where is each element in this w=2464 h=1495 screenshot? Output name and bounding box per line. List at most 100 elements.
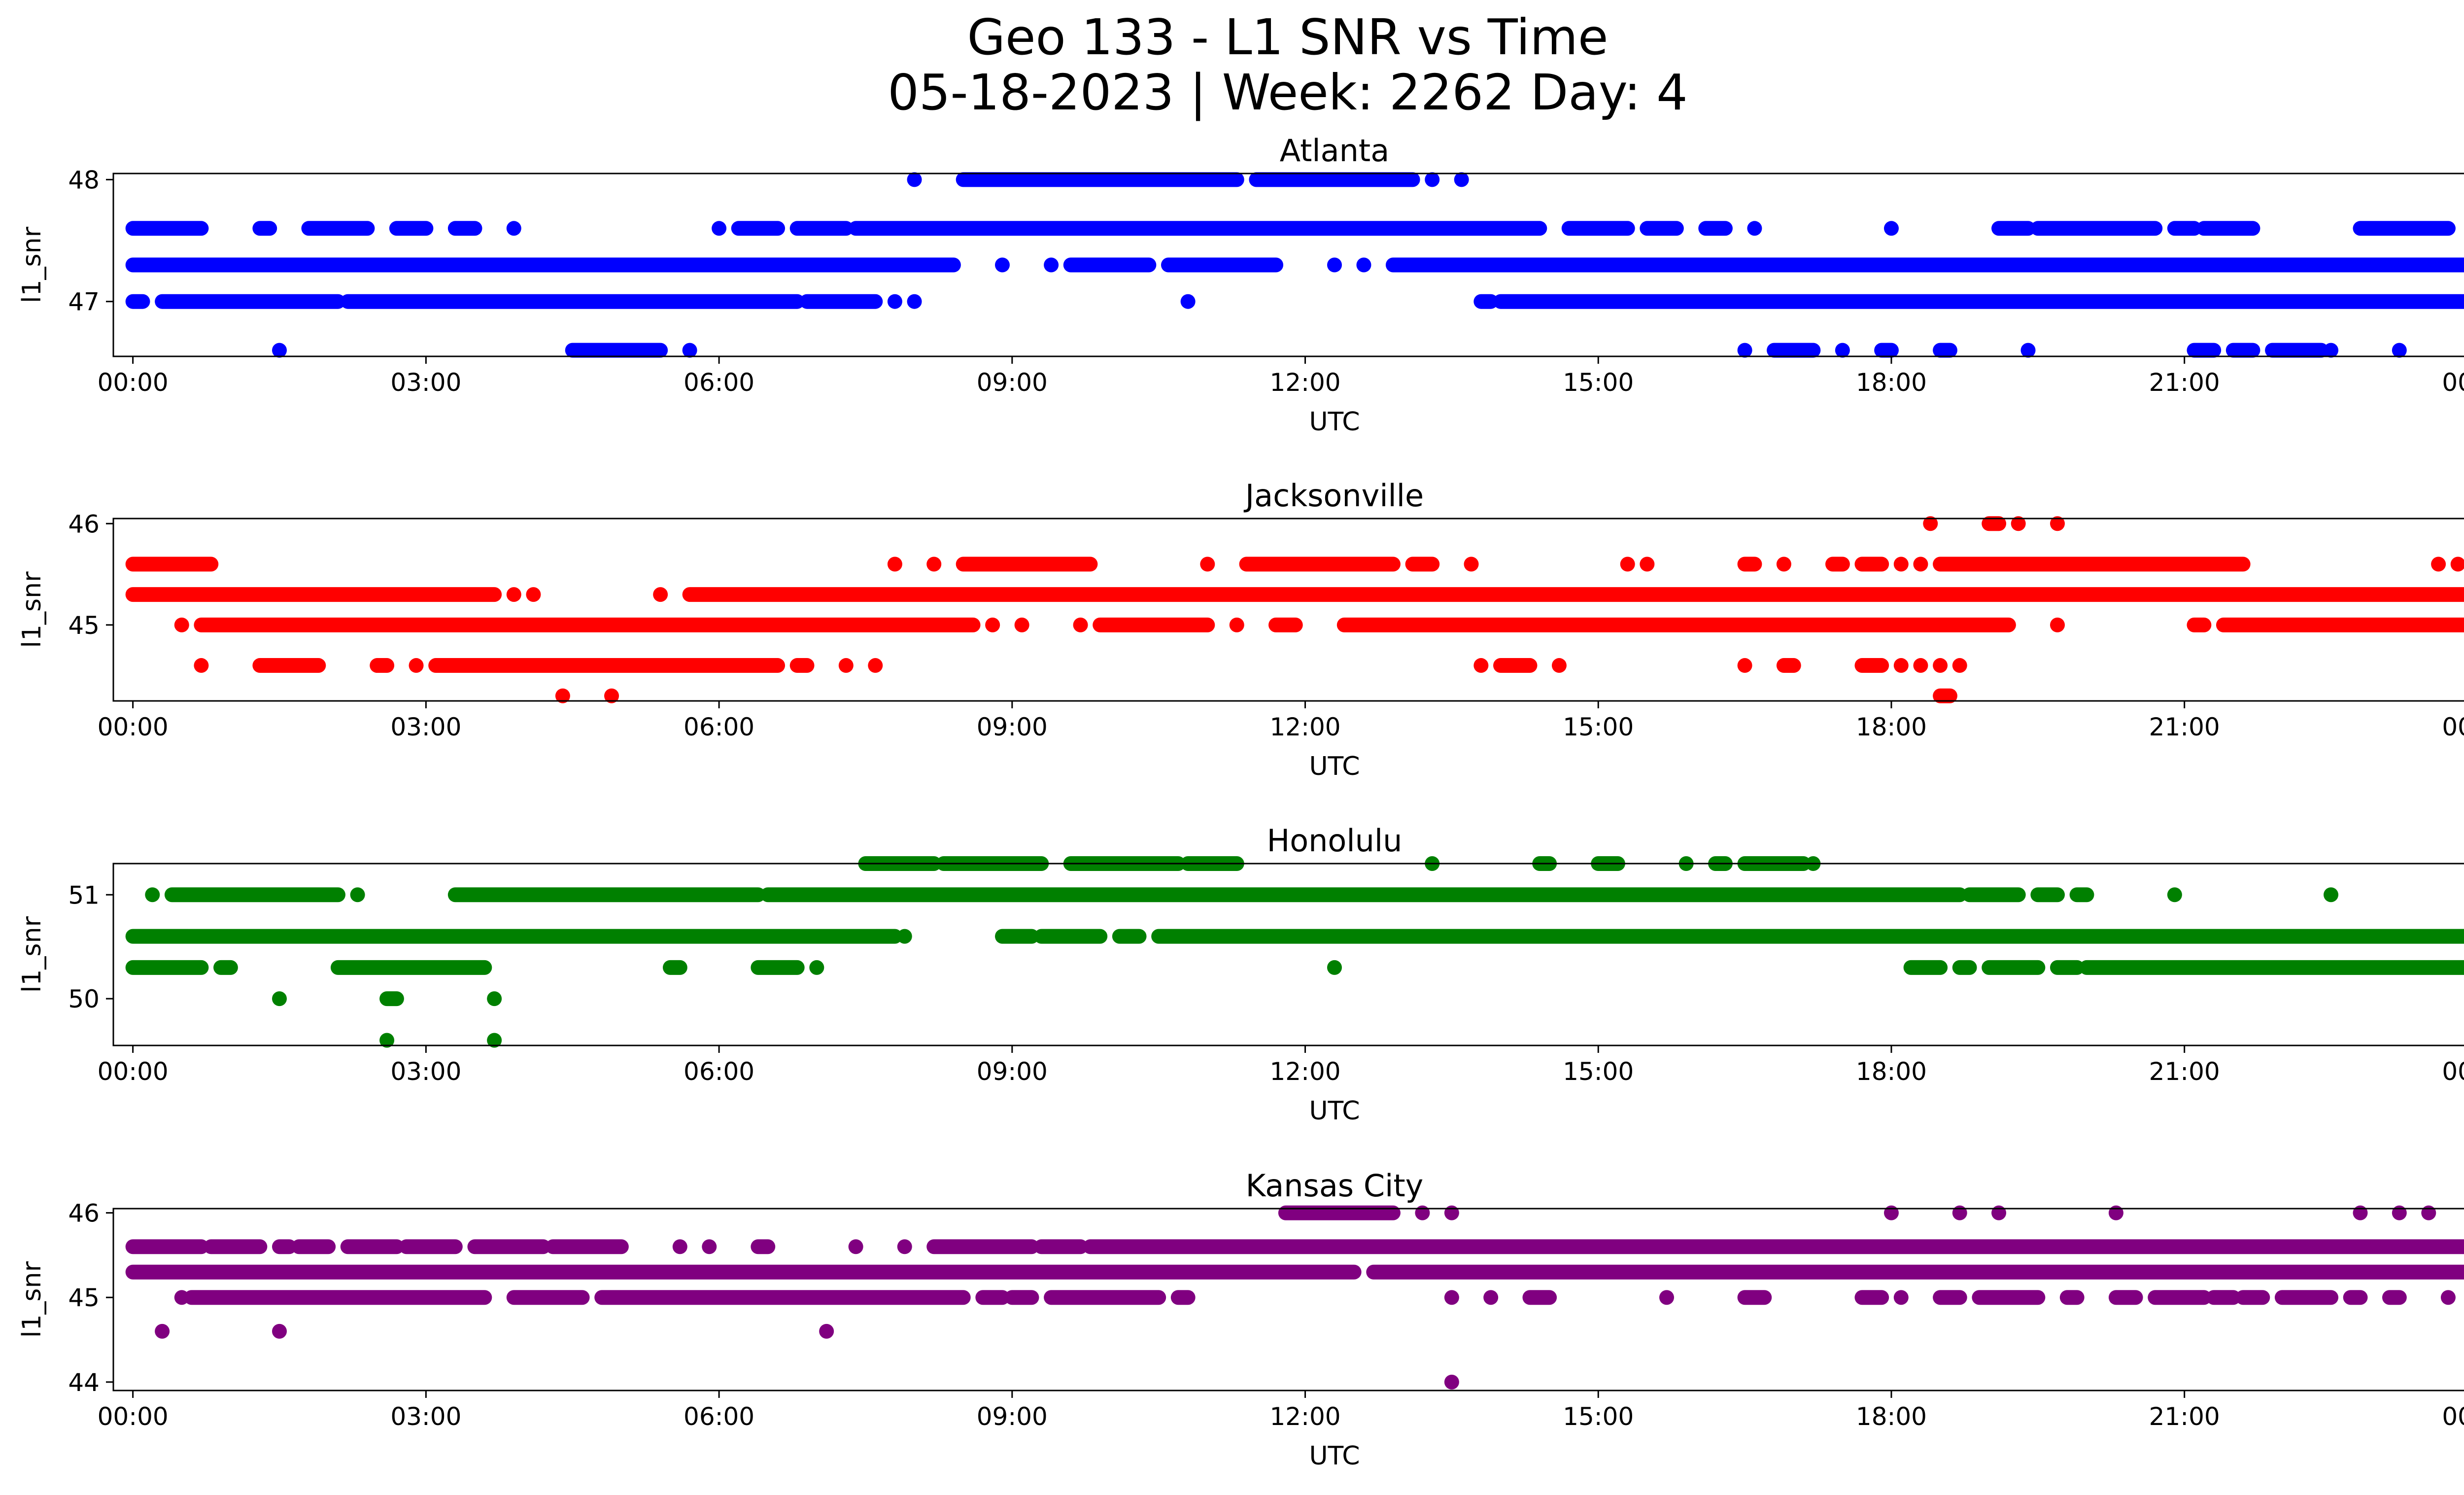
kansas-city-point	[672, 1239, 687, 1254]
kansas-city-points-run	[125, 1239, 209, 1254]
atlanta-points-run	[1063, 257, 1157, 273]
atlanta-points-run	[1493, 294, 2464, 309]
kansas-city-points-run	[1854, 1290, 1889, 1305]
jacksonville-xtick-label: 09:00	[977, 713, 1048, 741]
atlanta-points-run	[2225, 343, 2260, 358]
honolulu-title: Honolulu	[1267, 823, 1403, 859]
kansas-city-series	[125, 1205, 2464, 1390]
honolulu-points-run	[447, 887, 766, 903]
jacksonville-point	[194, 658, 209, 673]
kansas-city-points-run	[2148, 1290, 2212, 1305]
honolulu-point	[350, 887, 365, 903]
honolulu-points-run	[1952, 960, 1977, 975]
honolulu-axes-frame	[112, 863, 2464, 1046]
kansas-city-points-run	[272, 1239, 297, 1254]
atlanta-points-run	[1991, 221, 2036, 236]
honolulu-xtick-label: 21:00	[2149, 1057, 2220, 1086]
atlanta-points-run	[2353, 221, 2456, 236]
jacksonville-point	[1913, 658, 1928, 673]
kansas-city-points-run	[399, 1239, 463, 1254]
kansas-city-point	[155, 1323, 170, 1339]
kansas-city-points-run	[467, 1239, 551, 1254]
jacksonville-points-run	[1239, 556, 1401, 572]
jacksonville-point	[2050, 617, 2065, 632]
jacksonville-points-run	[428, 658, 786, 673]
atlanta-points-run	[125, 294, 150, 309]
jacksonville-points-run	[1854, 658, 1889, 673]
kansas-city-points-run	[1737, 1290, 1772, 1305]
kansas-city-points-run	[2206, 1290, 2241, 1305]
jacksonville-point	[604, 688, 619, 703]
jacksonville-point	[985, 617, 1000, 632]
jacksonville-point	[838, 658, 854, 673]
honolulu-points-run	[379, 991, 404, 1007]
jacksonville-points-run	[2187, 617, 2212, 632]
atlanta-points-run	[1385, 257, 2464, 273]
jacksonville-point	[1893, 556, 1909, 572]
kansas-city-point	[2392, 1205, 2407, 1220]
atlanta-ylabel: l1_snr	[17, 226, 47, 303]
kansas-city-points-run	[2274, 1290, 2339, 1305]
honolulu-point	[2167, 887, 2182, 903]
panel-jacksonville: 00:00 03:00 06:00 09:00 12:00 15:00 18:00 21:00…	[17, 478, 2464, 781]
jacksonville-point	[653, 587, 668, 602]
panel-honolulu: 00:00 03:00 06:00 09:00 12:00 15:00 18:00 21:00…	[17, 823, 2464, 1126]
atlanta-points-run	[389, 221, 434, 236]
honolulu-points-run	[330, 960, 492, 975]
atlanta-points-run	[2030, 221, 2163, 236]
kansas-city-point	[897, 1239, 912, 1254]
kansas-city-point	[1991, 1205, 2007, 1220]
atlanta-xtick-label: 06:00	[684, 368, 754, 397]
kansas-city-points-run	[1004, 1290, 1039, 1305]
kansas-city-title: Kansas City	[1246, 1168, 1424, 1204]
jacksonville-point	[1737, 658, 1752, 673]
kansas-city-point	[2440, 1290, 2456, 1305]
jacksonville-point	[2431, 556, 2446, 572]
atlanta-point	[1044, 257, 1059, 273]
jacksonville-ytick-label: 45	[68, 611, 100, 640]
kansas-city-points-run	[2108, 1290, 2143, 1305]
jacksonville-points-run	[194, 617, 981, 632]
atlanta-series	[125, 172, 2464, 358]
atlanta-points-run	[1640, 221, 1684, 236]
jacksonville-xtick-label: 03:00	[390, 713, 461, 741]
kansas-city-points-run	[506, 1290, 590, 1305]
atlanta-points-run	[731, 221, 786, 236]
kansas-city-axes-frame	[112, 1208, 2464, 1391]
atlanta-point	[887, 294, 902, 309]
atlanta-point	[1356, 257, 1371, 273]
kansas-city-xtick-label: 21:00	[2149, 1402, 2220, 1431]
honolulu-points-run	[1151, 929, 2464, 944]
atlanta-points-run	[155, 294, 345, 309]
honolulu-points-run	[125, 960, 209, 975]
jacksonville-point	[887, 556, 902, 572]
atlanta-points-run	[956, 172, 1244, 187]
kansas-city-points-run	[184, 1290, 492, 1305]
jacksonville-point	[1640, 556, 1655, 572]
atlanta-point	[1747, 221, 1762, 236]
kansas-city-xtick-label: 03:00	[390, 1402, 461, 1431]
kansas-city-points-run	[1034, 1239, 1088, 1254]
kansas-city-points-run	[204, 1239, 268, 1254]
atlanta-point	[2324, 343, 2339, 358]
honolulu-points-run	[125, 929, 902, 944]
jacksonville-point	[526, 587, 541, 602]
jacksonville-points-run	[789, 658, 815, 673]
kansas-city-points-run	[1278, 1205, 1401, 1220]
jacksonville-point	[1913, 556, 1928, 572]
kansas-city-xtick-label: 06:00	[684, 1402, 754, 1431]
honolulu-points-run	[164, 887, 345, 903]
atlanta-xtick-label: 21:00	[2149, 368, 2220, 397]
honolulu-xtick-label: 09:00	[977, 1057, 1048, 1086]
atlanta-point	[2020, 343, 2036, 358]
atlanta-points-run	[848, 221, 1547, 236]
kansas-city-points-run	[1366, 1264, 2464, 1280]
jacksonville-points-run	[1268, 617, 1303, 632]
jacksonville-points-run	[125, 587, 502, 602]
jacksonville-points-run	[1493, 658, 1538, 673]
jacksonville-points-run	[125, 556, 219, 572]
kansas-city-points-run	[2382, 1290, 2407, 1305]
atlanta-points-run	[1698, 221, 1733, 236]
jacksonville-point	[2050, 516, 2065, 531]
jacksonville-points-run	[370, 658, 395, 673]
